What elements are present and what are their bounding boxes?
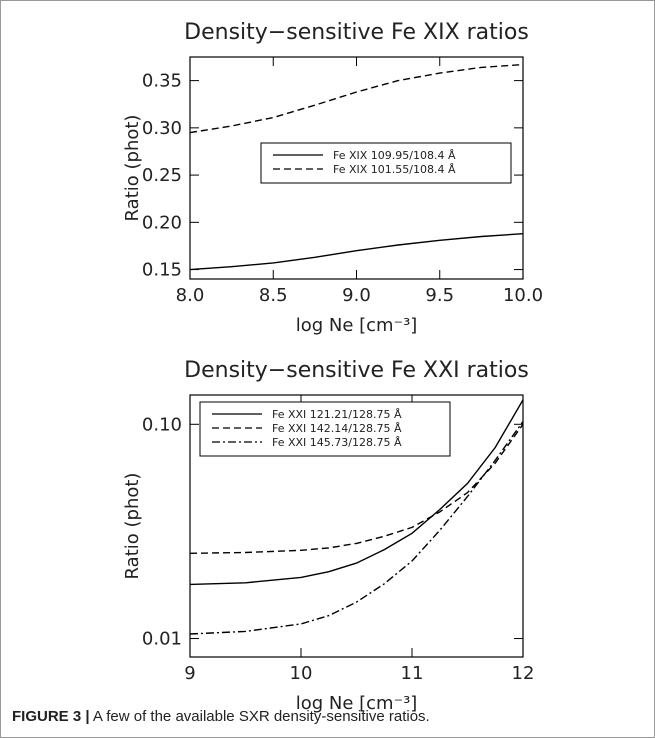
chart-title: Density−sensitive Fe XIX ratios (184, 20, 529, 45)
x-tick-label: 12 (512, 663, 535, 684)
legend-label: Fe XXI 142.14/128.75 Å (272, 422, 402, 435)
y-tick-label: 0.01 (142, 629, 182, 650)
x-axis-label: log Ne [cm⁻³] (296, 315, 418, 336)
x-tick-label: 10.0 (503, 285, 543, 306)
legend-box (199, 401, 451, 457)
y-tick-label: 0.30 (142, 118, 182, 139)
series-line (189, 423, 524, 554)
legend-box (260, 142, 512, 184)
series-line (189, 421, 524, 635)
x-tick-label: 9 (184, 663, 195, 684)
chart-title: Density−sensitive Fe XXI ratios (184, 358, 529, 383)
legend-label: Fe XXI 145.73/128.75 Å (272, 436, 402, 449)
legend-label: Fe XIX 101.55/108.4 Å (333, 163, 456, 176)
y-axis-label: Ratio (phot) (122, 473, 143, 580)
series-line (189, 399, 524, 586)
legend-label: Fe XXI 121.21/128.75 Å (272, 408, 402, 421)
x-tick-label: 9.0 (342, 285, 371, 306)
y-axis-label: Ratio (phot) (122, 115, 143, 222)
x-tick-label: 9.5 (425, 285, 454, 306)
y-tick-label: 0.35 (142, 71, 182, 92)
legend-label: Fe XIX 109.95/108.4 Å (333, 149, 456, 162)
y-tick-label: 0.10 (142, 414, 182, 435)
y-tick-label: 0.20 (142, 212, 182, 233)
x-tick-label: 11 (401, 663, 424, 684)
y-tick-label: 0.15 (142, 260, 182, 281)
x-tick-label: 10 (290, 663, 313, 684)
series-line (189, 233, 524, 271)
caption-label: FIGURE 3 | (12, 708, 90, 725)
plot-frame (189, 394, 524, 658)
x-tick-label: 8.0 (176, 285, 205, 306)
x-tick-label: 8.5 (259, 285, 288, 306)
caption-text: A few of the available SXR density-sensi… (89, 708, 430, 725)
caption: FIGURE 3 | A few of the available SXR de… (12, 708, 430, 725)
y-tick-label: 0.25 (142, 165, 182, 186)
x-axis-label: log Ne [cm⁻³] (296, 693, 418, 714)
series-line (189, 63, 524, 134)
